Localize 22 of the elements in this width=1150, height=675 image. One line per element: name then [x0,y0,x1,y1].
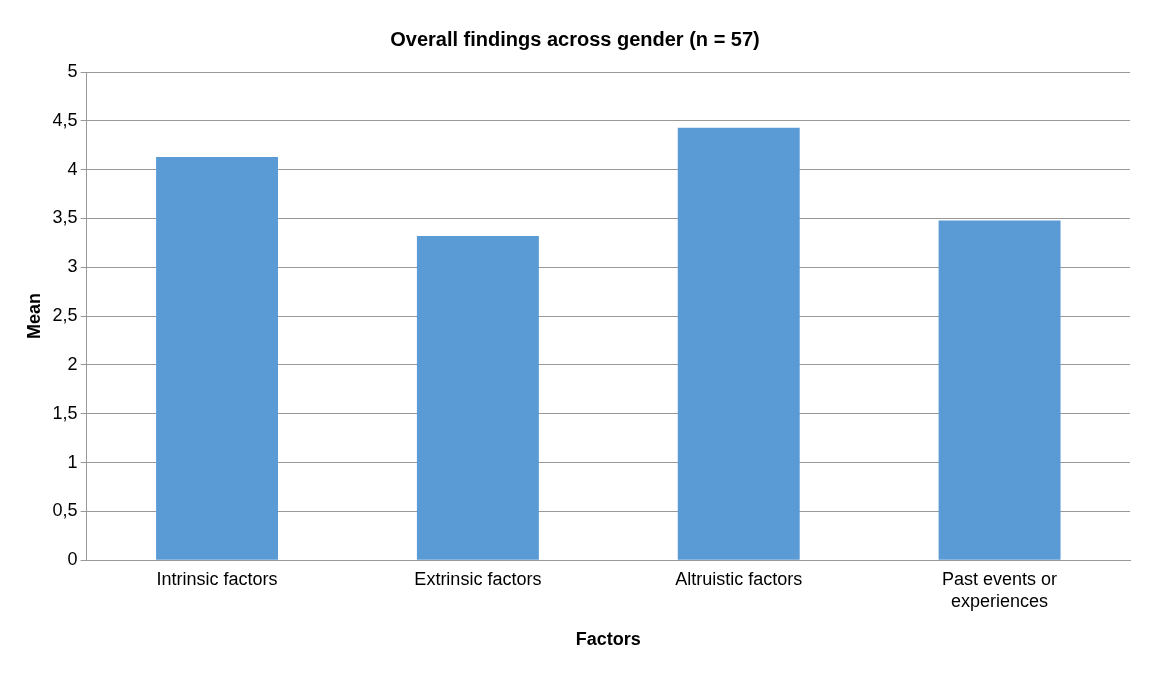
y-tick-label: 1 [67,451,78,472]
bar [156,156,279,560]
y-tick-label: 0,5 [52,500,78,521]
y-tick-label: 5 [67,60,78,81]
y-tick-label: 2,5 [52,305,78,326]
x-axis-title: Factors [575,629,641,650]
y-tick-label: 1,5 [52,402,78,423]
y-tick-label: 3,5 [52,207,78,228]
y-axis-title: Mean [23,293,44,340]
x-tick-label: Past events or experiences [942,568,1058,611]
x-tick-label: Altruistic factors [675,568,803,589]
y-tick-label: 0 [67,549,78,570]
y-tick-label: 3 [67,256,78,277]
bar [938,220,1061,560]
x-tick-label: Intrinsic factors [156,568,278,589]
y-tick-label: 4,5 [52,109,78,130]
x-tick-label: Extrinsic factors [414,568,542,589]
bar [677,127,800,560]
y-tick-label: 2 [67,353,78,374]
bar [416,236,539,560]
y-tick-label: 4 [67,158,78,179]
chart-title: Overall findings across gender (n = 57) [390,27,760,50]
